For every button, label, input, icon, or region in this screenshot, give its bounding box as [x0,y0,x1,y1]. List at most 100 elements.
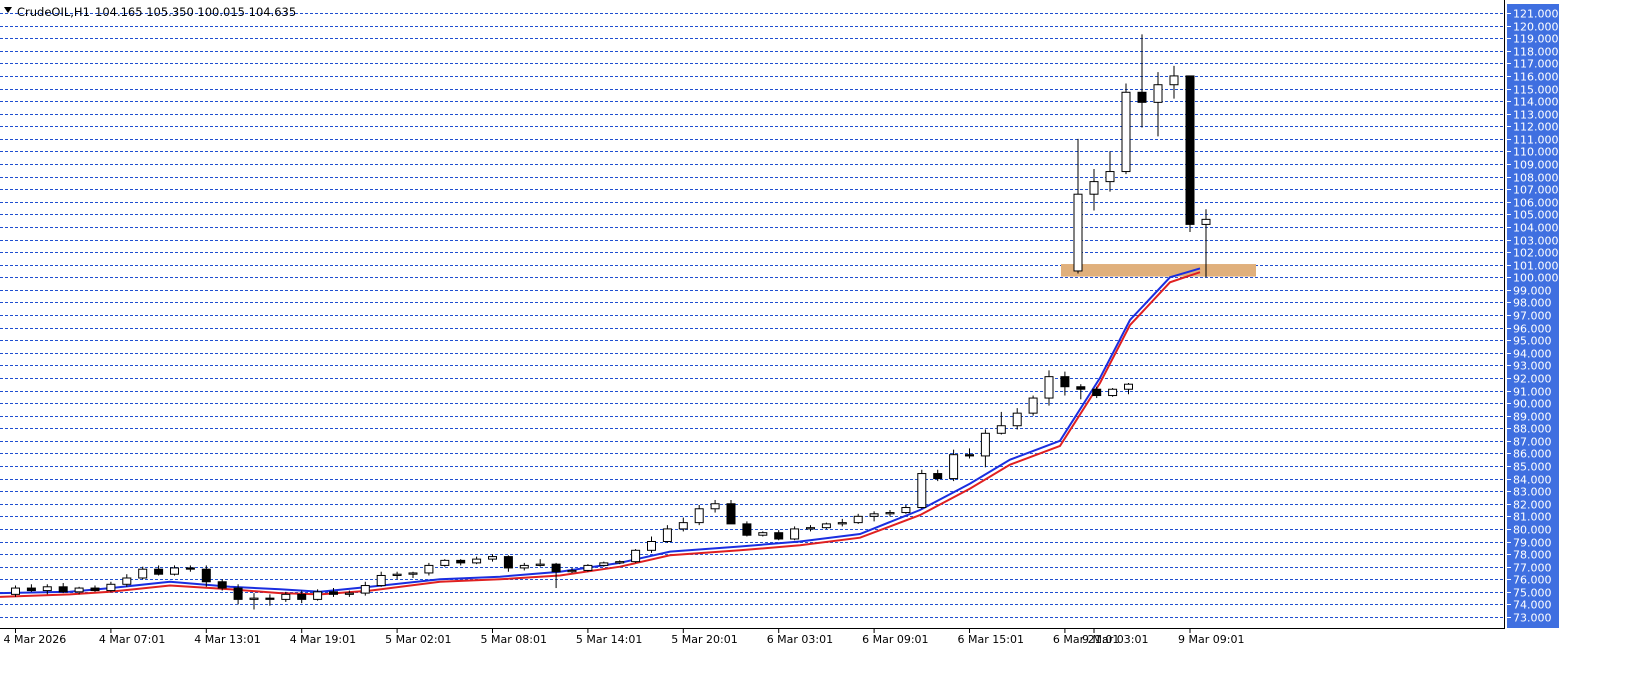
triangle-down-icon[interactable] [4,7,12,13]
candle[interactable] [615,560,625,565]
candle[interactable] [949,449,959,482]
candle[interactable] [138,566,148,580]
candle[interactable] [980,429,990,468]
candle[interactable] [122,574,132,587]
candle[interactable] [758,531,768,537]
candle[interactable] [217,579,227,591]
candle[interactable] [917,469,927,509]
candle[interactable] [408,571,418,578]
candle[interactable] [790,526,800,541]
price-tick-label: 108.000 [1513,172,1559,185]
candle[interactable] [1137,34,1147,128]
candle[interactable] [1028,395,1038,416]
candle[interactable] [154,565,164,576]
candle[interactable] [201,565,211,587]
candle[interactable] [678,517,688,532]
candle[interactable] [42,584,52,595]
candle[interactable] [885,510,895,517]
candle[interactable] [440,559,450,567]
candle[interactable] [519,562,529,571]
candle[interactable] [424,562,434,576]
candle[interactable] [726,499,736,525]
candle[interactable] [1092,386,1102,399]
candle[interactable] [11,585,20,597]
candle[interactable] [1121,83,1131,175]
candle-body-up [869,513,879,517]
candle[interactable] [185,565,195,572]
candle[interactable] [535,559,545,567]
candle-body-up [1105,171,1115,183]
candle[interactable] [1185,75,1195,232]
candle[interactable] [488,554,497,562]
candle[interactable] [1124,382,1133,395]
candle[interactable] [265,594,275,606]
candle[interactable] [170,565,179,576]
candle[interactable] [662,525,672,543]
price-tick-label: 120.000 [1513,21,1559,34]
candle[interactable] [249,593,259,610]
candle[interactable] [647,536,656,553]
candle[interactable] [1153,72,1163,137]
candle[interactable] [1089,169,1099,211]
candle[interactable] [869,511,879,522]
candle[interactable] [344,590,354,597]
candle[interactable] [313,589,323,601]
candle[interactable] [74,586,84,595]
candle[interactable] [583,564,593,572]
candle[interactable] [806,525,815,532]
candle[interactable] [58,583,68,594]
candle[interactable] [281,591,291,602]
candle[interactable] [1044,370,1054,406]
candle[interactable] [1076,384,1086,400]
candle[interactable] [297,590,307,604]
candle[interactable] [1012,408,1022,430]
candle[interactable] [1169,65,1179,99]
candle-body-up [392,573,402,576]
ohlc-readout: 104.165 105.350 100.015 104.635 [95,5,296,19]
candle[interactable] [472,556,482,565]
candle[interactable] [742,521,752,537]
time-tick-label: 5 Mar 02:01 [385,633,451,646]
candle[interactable] [901,505,911,514]
candle[interactable] [631,549,641,563]
candle[interactable] [1108,387,1118,397]
price-tick-label: 86.000 [1513,448,1552,461]
candle[interactable] [233,584,243,605]
candle[interactable] [965,448,974,459]
candle-body-up [519,564,529,569]
candle[interactable] [1073,138,1083,274]
candle-body-up [615,561,625,564]
candle[interactable] [599,561,609,567]
candle[interactable] [1201,209,1211,278]
candle[interactable] [456,559,466,566]
candle[interactable] [567,567,577,573]
candle-body-up [694,508,704,524]
candle[interactable] [1105,151,1115,192]
candle[interactable] [26,584,36,592]
candle[interactable] [360,581,370,596]
price-tick-label: 84.000 [1513,474,1552,487]
candle[interactable] [376,571,386,587]
candle-body-up [360,585,370,594]
candle[interactable] [774,530,784,541]
candle[interactable] [837,518,847,527]
candle[interactable] [710,499,720,513]
candle[interactable] [90,585,100,592]
candle[interactable] [551,562,561,589]
candle[interactable] [996,411,1006,435]
candle-body-down [329,591,338,595]
candle[interactable] [694,505,704,526]
candle-body-up [106,583,116,592]
candle-body-down [154,568,164,575]
candle[interactable] [106,581,116,592]
candle[interactable] [933,469,943,482]
candle[interactable] [1060,371,1070,396]
price-tick-label: 96.000 [1513,323,1552,336]
candle[interactable] [821,522,831,529]
candle[interactable] [853,513,863,524]
candle[interactable] [329,588,338,597]
candle[interactable] [392,571,402,580]
candle-body-down [774,532,784,540]
candle[interactable] [503,555,513,572]
